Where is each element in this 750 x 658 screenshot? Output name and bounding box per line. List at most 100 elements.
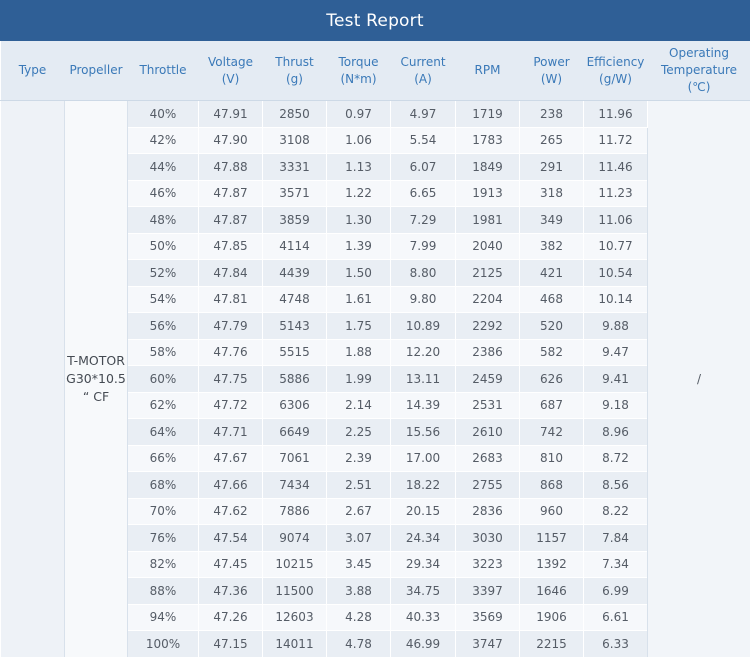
temperature-cell: / bbox=[648, 101, 750, 658]
efficiency-cell: 9.47 bbox=[584, 339, 648, 366]
test-report-table: Type Propeller Throttle Voltage(V) Thrus… bbox=[0, 41, 750, 658]
thrust-cell: 3108 bbox=[263, 127, 327, 154]
rpm-cell: 3397 bbox=[456, 578, 520, 605]
power-cell: 626 bbox=[520, 366, 584, 393]
torque-cell: 2.51 bbox=[327, 472, 391, 499]
rpm-cell: 2836 bbox=[456, 498, 520, 525]
rpm-cell: 2386 bbox=[456, 339, 520, 366]
throttle-cell: 88% bbox=[128, 578, 199, 605]
current-cell: 20.15 bbox=[391, 498, 456, 525]
throttle-cell: 50% bbox=[128, 233, 199, 260]
current-cell: 46.99 bbox=[391, 631, 456, 658]
efficiency-cell: 8.96 bbox=[584, 419, 648, 446]
rpm-cell: 2040 bbox=[456, 233, 520, 260]
header-rpm: RPM bbox=[456, 41, 520, 101]
torque-cell: 1.30 bbox=[327, 207, 391, 234]
power-cell: 868 bbox=[520, 472, 584, 499]
propeller-line: T-MOTOR bbox=[65, 352, 127, 370]
efficiency-cell: 11.23 bbox=[584, 180, 648, 207]
rpm-cell: 1783 bbox=[456, 127, 520, 154]
thrust-cell: 3331 bbox=[263, 154, 327, 181]
throttle-cell: 54% bbox=[128, 286, 199, 313]
rpm-cell: 2292 bbox=[456, 313, 520, 340]
power-cell: 1646 bbox=[520, 578, 584, 605]
torque-cell: 4.28 bbox=[327, 604, 391, 631]
thrust-cell: 6649 bbox=[263, 419, 327, 446]
efficiency-cell: 11.96 bbox=[584, 101, 648, 128]
voltage-cell: 47.90 bbox=[199, 127, 263, 154]
torque-cell: 1.13 bbox=[327, 154, 391, 181]
throttle-cell: 82% bbox=[128, 551, 199, 578]
current-cell: 8.80 bbox=[391, 260, 456, 287]
header-torque: Torque(N*m) bbox=[327, 41, 391, 101]
throttle-cell: 58% bbox=[128, 339, 199, 366]
efficiency-cell: 10.54 bbox=[584, 260, 648, 287]
efficiency-cell: 7.34 bbox=[584, 551, 648, 578]
throttle-cell: 64% bbox=[128, 419, 199, 446]
thrust-cell: 9074 bbox=[263, 525, 327, 552]
rpm-cell: 3030 bbox=[456, 525, 520, 552]
thrust-cell: 4114 bbox=[263, 233, 327, 260]
efficiency-cell: 6.61 bbox=[584, 604, 648, 631]
header-efficiency: Efficiency(g/W) bbox=[584, 41, 648, 101]
torque-cell: 1.39 bbox=[327, 233, 391, 260]
thrust-cell: 7434 bbox=[263, 472, 327, 499]
thrust-cell: 11500 bbox=[263, 578, 327, 605]
header-propeller: Propeller bbox=[65, 41, 128, 101]
power-cell: 382 bbox=[520, 233, 584, 260]
efficiency-cell: 11.06 bbox=[584, 207, 648, 234]
rpm-cell: 2125 bbox=[456, 260, 520, 287]
voltage-cell: 47.84 bbox=[199, 260, 263, 287]
efficiency-cell: 10.14 bbox=[584, 286, 648, 313]
rpm-cell: 2459 bbox=[456, 366, 520, 393]
voltage-cell: 47.72 bbox=[199, 392, 263, 419]
voltage-cell: 47.88 bbox=[199, 154, 263, 181]
voltage-cell: 47.79 bbox=[199, 313, 263, 340]
power-cell: 468 bbox=[520, 286, 584, 313]
thrust-cell: 12603 bbox=[263, 604, 327, 631]
current-cell: 7.99 bbox=[391, 233, 456, 260]
current-cell: 34.75 bbox=[391, 578, 456, 605]
current-cell: 12.20 bbox=[391, 339, 456, 366]
throttle-cell: 94% bbox=[128, 604, 199, 631]
throttle-cell: 76% bbox=[128, 525, 199, 552]
thrust-cell: 2850 bbox=[263, 101, 327, 128]
efficiency-cell: 9.88 bbox=[584, 313, 648, 340]
voltage-cell: 47.91 bbox=[199, 101, 263, 128]
voltage-cell: 47.85 bbox=[199, 233, 263, 260]
torque-cell: 0.97 bbox=[327, 101, 391, 128]
efficiency-cell: 9.41 bbox=[584, 366, 648, 393]
rpm-cell: 2531 bbox=[456, 392, 520, 419]
voltage-cell: 47.76 bbox=[199, 339, 263, 366]
current-cell: 40.33 bbox=[391, 604, 456, 631]
torque-cell: 1.61 bbox=[327, 286, 391, 313]
current-cell: 4.97 bbox=[391, 101, 456, 128]
throttle-cell: 70% bbox=[128, 498, 199, 525]
efficiency-cell: 11.46 bbox=[584, 154, 648, 181]
power-cell: 349 bbox=[520, 207, 584, 234]
current-cell: 24.34 bbox=[391, 525, 456, 552]
voltage-cell: 47.45 bbox=[199, 551, 263, 578]
torque-cell: 1.88 bbox=[327, 339, 391, 366]
current-cell: 5.54 bbox=[391, 127, 456, 154]
rpm-cell: 1913 bbox=[456, 180, 520, 207]
torque-cell: 2.39 bbox=[327, 445, 391, 472]
power-cell: 318 bbox=[520, 180, 584, 207]
torque-cell: 3.45 bbox=[327, 551, 391, 578]
current-cell: 14.39 bbox=[391, 392, 456, 419]
efficiency-cell: 11.72 bbox=[584, 127, 648, 154]
rpm-cell: 1849 bbox=[456, 154, 520, 181]
power-cell: 2215 bbox=[520, 631, 584, 658]
current-cell: 15.56 bbox=[391, 419, 456, 446]
torque-cell: 1.22 bbox=[327, 180, 391, 207]
header-throttle: Throttle bbox=[128, 41, 199, 101]
thrust-cell: 6306 bbox=[263, 392, 327, 419]
torque-cell: 2.14 bbox=[327, 392, 391, 419]
efficiency-cell: 8.56 bbox=[584, 472, 648, 499]
throttle-cell: 40% bbox=[128, 101, 199, 128]
throttle-cell: 44% bbox=[128, 154, 199, 181]
efficiency-cell: 8.22 bbox=[584, 498, 648, 525]
current-cell: 13.11 bbox=[391, 366, 456, 393]
